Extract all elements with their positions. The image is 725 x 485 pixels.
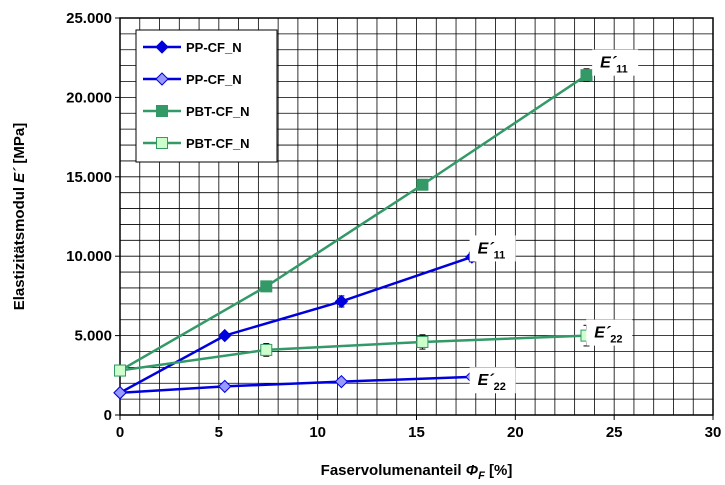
x-tick-label: 20 (507, 424, 524, 441)
series-1 (113, 250, 479, 400)
legend-label: PBT-CF_N (186, 104, 250, 119)
y-tick-label: 15.000 (66, 169, 112, 186)
annotation-bg (586, 319, 633, 346)
legend-marker (155, 40, 169, 54)
data-point (334, 294, 349, 309)
tick-labels: 0 5 10 15 20 25 30 0 5.000 10.000 15.000 20.000 25.0… (66, 10, 721, 441)
y-tick-label: 25.000 (66, 10, 112, 27)
series-line (119, 375, 472, 395)
series-2 (113, 370, 479, 400)
data-point (260, 343, 273, 356)
x-tick-label: 10 (309, 424, 326, 441)
legend-marker (156, 137, 168, 149)
series-line (119, 255, 473, 394)
annotations: E´11 E´11 E´22 E´22 (469, 49, 639, 394)
data-point (113, 386, 127, 400)
x-tick-label: 30 (705, 424, 722, 441)
legend-label: PBT-CF_N (186, 136, 250, 151)
annotation-label: E´22 (478, 372, 506, 393)
legend-marker (156, 105, 168, 117)
data-point (580, 69, 593, 82)
data-point (334, 374, 349, 389)
y-axis-title: Elastizitätsmodul E´ [MPa] (11, 123, 28, 311)
data-point (416, 178, 429, 191)
legend-marker (155, 72, 169, 86)
annotation-label: E´11 (478, 240, 506, 261)
legend: PP-CF_N PP-CF_N PBT-CF_N PBT-CF_N (135, 29, 278, 163)
legend-item: PP-CF_N (143, 72, 242, 87)
legend-label: PP-CF_N (186, 40, 242, 55)
legend-item: PP-CF_N (143, 40, 242, 55)
legend-item: PBT-CF_N (143, 104, 250, 119)
legend-label: PP-CF_N (186, 72, 242, 87)
y-tick-label: 0 (104, 407, 112, 424)
x-tick-label: 5 (215, 424, 223, 441)
x-tick-label: 0 (116, 424, 124, 441)
series-line (119, 74, 588, 372)
series-line (119, 334, 587, 372)
x-tick-label: 15 (408, 424, 425, 441)
annotation-bg (469, 235, 516, 262)
series-layer (113, 68, 593, 400)
data-point (260, 280, 273, 293)
data-point (218, 379, 232, 394)
y-tick-label: 10.000 (66, 248, 112, 265)
annotation-label: E´11 (600, 55, 628, 76)
x-tick-label: 25 (606, 424, 623, 441)
x-axis-title: Faservolumenanteil ΦF [%] (321, 462, 513, 482)
data-point (218, 328, 232, 343)
data-point (416, 335, 429, 348)
data-point (114, 364, 126, 377)
y-tick-label: 20.000 (66, 89, 112, 106)
legend-item: PBT-CF_N (143, 136, 250, 151)
y-tick-label: 5.000 (74, 328, 112, 345)
annotation-label: E´22 (594, 325, 622, 346)
annotation-bg (469, 367, 516, 394)
annotation-bg (592, 49, 639, 76)
